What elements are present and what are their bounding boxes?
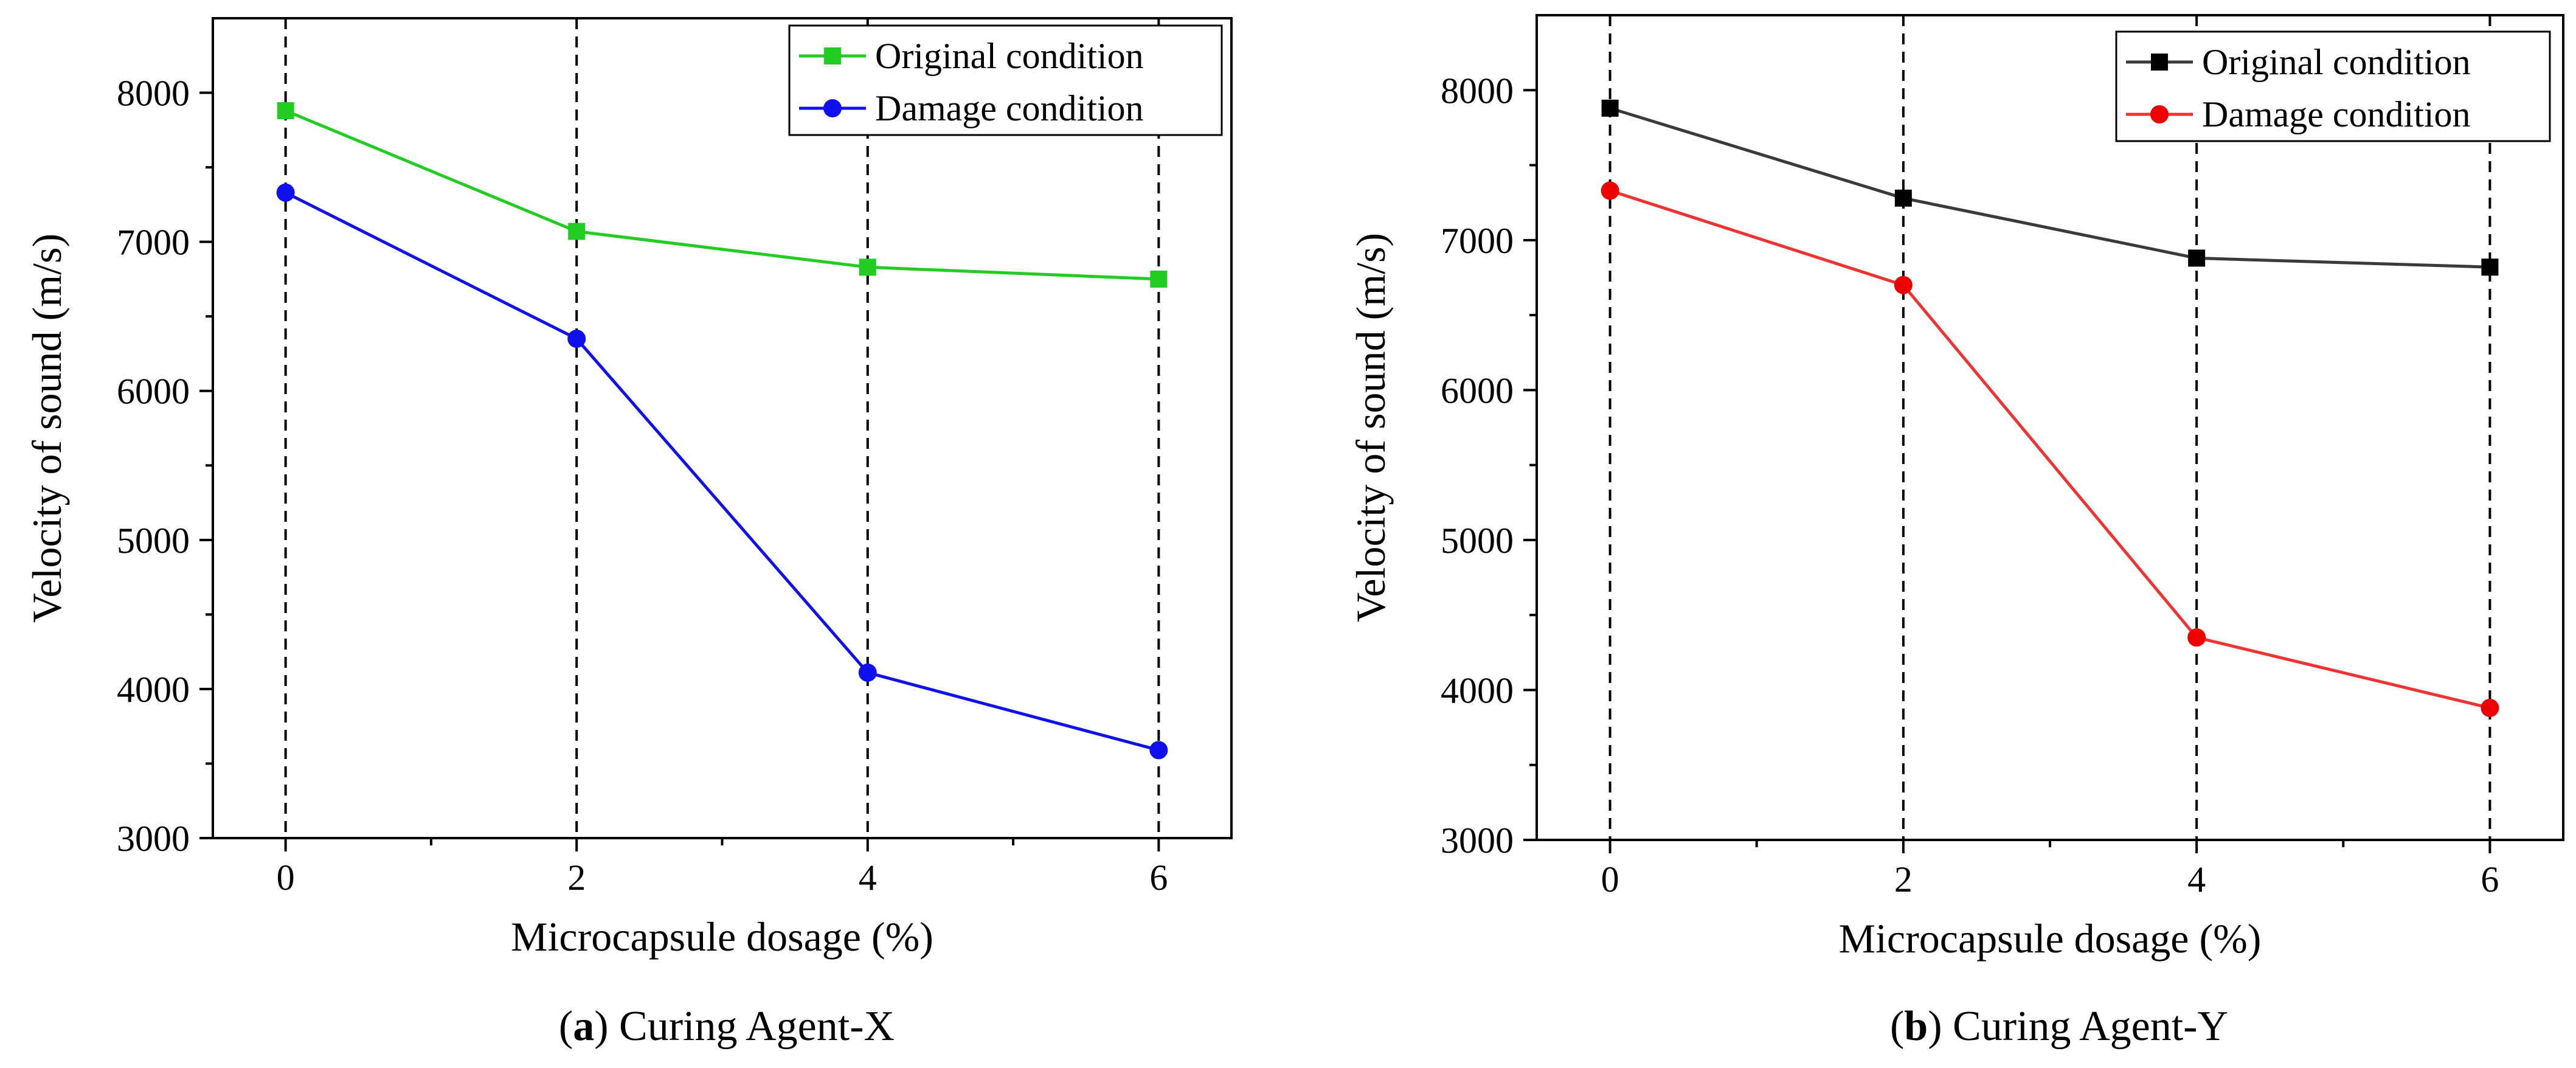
y-tick-label: 5000 <box>117 521 190 561</box>
legend-label: Damage condition <box>875 88 1144 128</box>
legend-label: Original condition <box>875 36 1144 76</box>
x-tick-label: 6 <box>1149 858 1168 898</box>
x-tick-label: 6 <box>2481 859 2499 900</box>
y-tick-label: 3000 <box>117 819 190 859</box>
legend: Original condition Damage condition <box>788 24 1223 136</box>
data-point-original <box>859 258 876 276</box>
legend-marker-circle <box>2150 105 2169 123</box>
y-tick-label: 6000 <box>117 372 190 412</box>
y-tick-label: 8000 <box>1441 71 1514 111</box>
y-tick-label: 8000 <box>117 74 190 114</box>
y-tick-label: 4000 <box>117 670 190 710</box>
x-tick-label: 4 <box>2187 859 2206 900</box>
panel-caption: (a) Curing Agent-X <box>559 1003 895 1050</box>
chart-panel-b: 0 2 4 6 3000 4000 5000 6000 7000 8000 Microcapsule… <box>1348 14 2564 1050</box>
data-point-original <box>568 223 586 240</box>
data-point-damage <box>1894 276 1913 294</box>
y-tick-label: 3000 <box>1441 820 1514 861</box>
y-tick-label: 7000 <box>1441 221 1514 261</box>
legend: Original condition Damage condition <box>2115 30 2551 142</box>
legend-marker-circle <box>823 99 842 117</box>
data-point-original <box>1894 189 1912 207</box>
x-tick-label: 4 <box>859 858 877 898</box>
series-line-original <box>1609 106 2490 269</box>
data-point-original <box>2481 258 2499 276</box>
x-tick-label: 0 <box>1601 859 1619 900</box>
series-line-damage <box>285 191 1160 752</box>
y-tick-label: 5000 <box>1441 521 1514 561</box>
legend-marker-square <box>2151 54 2168 71</box>
data-point-damage <box>276 183 295 202</box>
data-point-original <box>277 102 294 119</box>
plot-frame <box>212 17 1233 839</box>
y-axis-title: Velocity of sound (m/s) <box>1348 233 1394 622</box>
y-tick-label: 7000 <box>117 223 190 263</box>
x-axis-title: Microcapsule dosage (%) <box>511 914 933 960</box>
data-point-damage <box>2187 628 2206 647</box>
data-point-damage <box>1149 741 1168 760</box>
chart-panel-a: 0 2 4 6 3000 4000 5000 6000 7000 8000 Microcapsule… <box>24 17 1233 1050</box>
panel-caption: (b) Curing Agent-Y <box>1890 1003 2228 1050</box>
data-point-damage <box>858 663 877 682</box>
legend-marker-square <box>824 47 841 64</box>
y-tick-label: 6000 <box>1441 370 1514 411</box>
data-point-damage <box>567 329 586 348</box>
legend-label: Original condition <box>2202 42 2471 82</box>
legend-box <box>2115 30 2551 142</box>
y-tick-label: 4000 <box>1441 670 1514 710</box>
x-tick-label: 2 <box>1894 859 1913 900</box>
series-line-original <box>285 109 1159 281</box>
data-point-original <box>2188 249 2206 267</box>
x-axis-title: Microcapsule dosage (%) <box>1839 915 2262 962</box>
data-point-original <box>1601 99 1619 117</box>
x-tick-label: 0 <box>277 858 295 898</box>
legend-label: Damage condition <box>2202 94 2471 134</box>
data-point-damage <box>1601 181 1619 200</box>
data-point-damage <box>2481 699 2499 718</box>
legend-box <box>788 24 1223 136</box>
data-point-original <box>1150 270 1168 288</box>
x-tick-label: 2 <box>567 858 586 898</box>
y-axis-title: Velocity of sound (m/s) <box>24 234 70 623</box>
series-line-damage <box>1609 189 2491 710</box>
